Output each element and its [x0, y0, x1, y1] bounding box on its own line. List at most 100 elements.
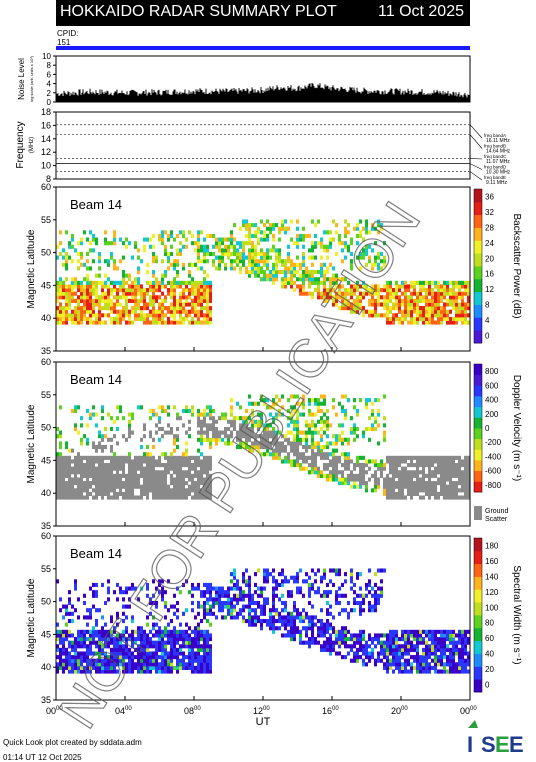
scatter-cell: [353, 608, 356, 612]
frequency-tick-label: 16: [41, 120, 51, 130]
scatter-cell: [392, 495, 395, 499]
scatter-cell: [392, 313, 395, 317]
scatter-cell: [293, 633, 296, 637]
scatter-cell: [350, 427, 353, 431]
scatter-cell: [119, 587, 122, 591]
scatter-cell: [161, 492, 164, 496]
scatter-cell: [110, 488, 113, 492]
scatter-cell: [464, 288, 467, 292]
scatter-cell: [302, 252, 305, 256]
scatter-cell: [215, 427, 218, 431]
scatter-cell: [65, 317, 68, 321]
scatter-cell: [86, 409, 89, 413]
scatter-cell: [128, 481, 131, 485]
scatter-cell: [62, 666, 65, 670]
scatter-cell: [173, 481, 176, 485]
scatter-cell: [143, 467, 146, 471]
scatter-cell: [293, 270, 296, 274]
scatter-cell: [290, 263, 293, 267]
scatter-cell: [155, 299, 158, 303]
scatter-cell: [464, 470, 467, 474]
scatter-cell: [422, 295, 425, 299]
scatter-cell: [140, 495, 143, 499]
scatter-cell: [95, 281, 98, 285]
scatter-cell: [461, 488, 464, 492]
scatter-cell: [359, 655, 362, 659]
scatter-cell: [455, 299, 458, 303]
scatter-cell: [416, 299, 419, 303]
scatter-cell: [182, 488, 185, 492]
scatter-cell: [71, 633, 74, 637]
scatter-cell: [194, 313, 197, 317]
scatter-cell: [416, 492, 419, 496]
scatter-cell: [125, 292, 128, 296]
scatter-cell: [362, 481, 365, 485]
scatter-cell: [59, 284, 62, 288]
scatter-cell: [170, 306, 173, 310]
scatter-cell: [281, 619, 284, 623]
scatter-cell: [263, 263, 266, 267]
scatter-cell: [188, 420, 191, 424]
scatter-cell: [143, 299, 146, 303]
scatter-cell: [449, 288, 452, 292]
scatter-cell: [401, 281, 404, 285]
scatter-cell: [413, 281, 416, 285]
scatter-cell: [146, 281, 149, 285]
scatter-cell: [95, 623, 98, 627]
scatter-cell: [95, 320, 98, 324]
scatter-cell: [191, 317, 194, 321]
scatter-cell: [425, 313, 428, 317]
scatter-cell: [221, 605, 224, 609]
scatter-cell: [167, 252, 170, 256]
scatter-cell: [188, 648, 191, 652]
scatter-cell: [320, 438, 323, 442]
scatter-cell: [164, 452, 167, 456]
scatter-cell: [455, 281, 458, 285]
scatter-cell: [62, 477, 65, 481]
scatter-cell: [347, 474, 350, 478]
scatter-cell: [161, 281, 164, 285]
scatter-cell: [365, 594, 368, 598]
scatter-cell: [203, 259, 206, 263]
scatter-cell: [269, 248, 272, 252]
scatter-cell: [296, 572, 299, 576]
scatter-cell: [278, 256, 281, 260]
scatter-cell: [194, 659, 197, 663]
scatter-cell: [62, 284, 65, 288]
scatter-cell: [194, 299, 197, 303]
scatter-cell: [332, 641, 335, 645]
scatter-cell: [191, 234, 194, 238]
scatter-cell: [248, 230, 251, 234]
scatter-cell: [443, 463, 446, 467]
scatter-cell: [62, 310, 65, 314]
scatter-cell: [464, 284, 467, 288]
scatter-cell: [455, 470, 458, 474]
scatter-cell: [227, 587, 230, 591]
scatter-cell: [71, 409, 74, 413]
scatter-cell: [206, 317, 209, 321]
colorbar-segment: [474, 240, 482, 253]
scatter-cell: [338, 630, 341, 634]
scatter-cell: [293, 626, 296, 630]
scatter-cell: [305, 641, 308, 645]
scatter-cell: [302, 274, 305, 278]
scatter-cell: [464, 320, 467, 324]
scatter-cell: [62, 470, 65, 474]
scatter-cell: [137, 459, 140, 463]
scatter-cell: [98, 320, 101, 324]
scatter-cell: [200, 292, 203, 296]
scatter-cell: [185, 405, 188, 409]
scatter-cell: [302, 238, 305, 242]
scatter-cell: [395, 284, 398, 288]
scatter-cell: [68, 633, 71, 637]
scatter-cell: [422, 481, 425, 485]
scatter-cell: [263, 223, 266, 227]
scatter-cell: [278, 619, 281, 623]
scatter-cell: [86, 438, 89, 442]
scatter-cell: [305, 459, 308, 463]
scatter-cell: [281, 601, 284, 605]
scatter-cell: [188, 310, 191, 314]
scatter-cell: [107, 492, 110, 496]
scatter-cell: [98, 470, 101, 474]
scatter-cell: [95, 619, 98, 623]
